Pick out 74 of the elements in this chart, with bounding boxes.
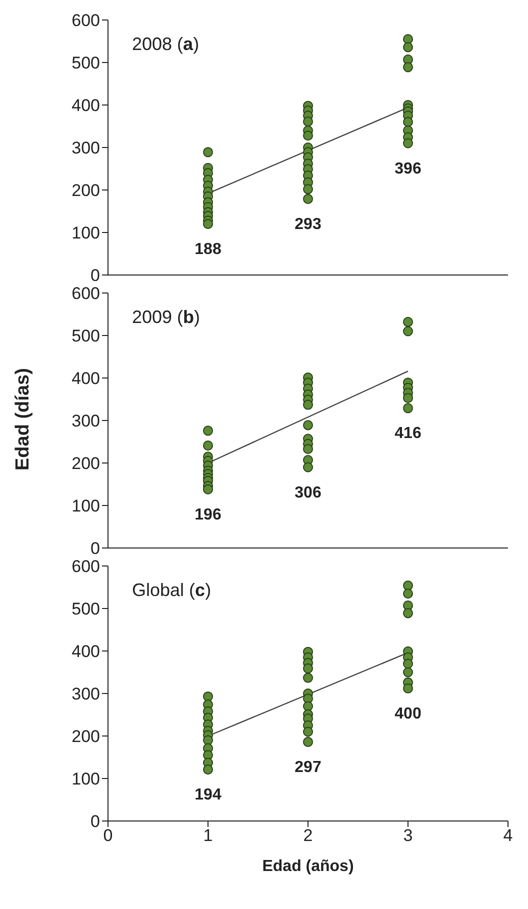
point: [202, 484, 214, 494]
y-tick-label: 0: [90, 539, 100, 558]
x-tick-label: 1: [203, 826, 213, 846]
point: [402, 62, 414, 72]
y-tick-label: 200: [72, 181, 100, 200]
y-tick-label: 600: [72, 11, 100, 30]
y-tick-label: 400: [72, 642, 100, 662]
y-tick-label: 600: [72, 557, 100, 576]
y-tick-label: 500: [72, 326, 100, 346]
point: [202, 426, 214, 436]
y-tick-label: 300: [72, 412, 100, 431]
point: [302, 420, 314, 430]
y-tick-label: 200: [72, 454, 100, 474]
point: [202, 218, 214, 230]
point: [302, 736, 314, 747]
y-tick-label: 600: [72, 284, 100, 304]
x-tick-label: 0: [103, 826, 113, 846]
point: [402, 658, 414, 669]
point: [302, 462, 314, 472]
point: [202, 691, 214, 702]
point: [402, 138, 414, 148]
point: [402, 316, 414, 327]
point: [402, 34, 414, 44]
point: [402, 667, 414, 678]
y-tick-label: 100: [72, 496, 100, 516]
y-tick-label: 100: [72, 770, 100, 789]
annotation: 196: [194, 506, 222, 524]
point: [202, 147, 214, 158]
point: [402, 116, 414, 128]
y-tick-label: 400: [72, 369, 100, 388]
annotation: 293: [294, 216, 322, 233]
point: [402, 392, 414, 403]
x-axis-title: Edad (años): [262, 858, 354, 875]
point: [402, 588, 414, 599]
point: [402, 608, 414, 618]
point: [302, 194, 314, 204]
y-tick-label: 500: [72, 600, 100, 619]
y-tick-label: 400: [72, 96, 100, 116]
annotation: 416: [394, 425, 422, 442]
annotation: 396: [394, 160, 422, 178]
point: [302, 444, 314, 454]
point: [402, 326, 414, 336]
point: [302, 184, 314, 194]
y-tick-label: 0: [90, 812, 100, 832]
y-tick-label: 300: [72, 138, 100, 158]
annotation: 400: [394, 705, 422, 722]
point: [202, 440, 214, 451]
point: [402, 683, 414, 694]
point: [302, 672, 314, 683]
point: [302, 726, 314, 737]
x-tick-label: 3: [403, 826, 413, 846]
text: Global (c): [132, 580, 212, 600]
text: 2008 (a): [132, 34, 200, 54]
text: 2009 (b): [132, 307, 200, 327]
y-tick-label: 100: [72, 224, 100, 243]
y-tick-label: 0: [90, 266, 100, 286]
x-tick-label: 4: [503, 826, 513, 846]
point: [402, 580, 414, 591]
point: [302, 663, 314, 674]
x-tick-label: 2: [303, 826, 313, 846]
point: [402, 42, 414, 52]
point: [302, 130, 314, 141]
point: [402, 403, 414, 414]
annotation: 188: [194, 241, 222, 258]
y-tick-label: 500: [72, 54, 100, 73]
annotation: 194: [194, 786, 222, 804]
point: [302, 116, 314, 127]
point: [302, 400, 314, 410]
annotation: 297: [294, 758, 322, 776]
point: [202, 764, 214, 775]
y-axis-title: Edad (días): [12, 368, 34, 470]
y-tick-label: 200: [72, 727, 100, 746]
annotation: 306: [294, 484, 322, 502]
y-tick-label: 300: [72, 684, 100, 704]
